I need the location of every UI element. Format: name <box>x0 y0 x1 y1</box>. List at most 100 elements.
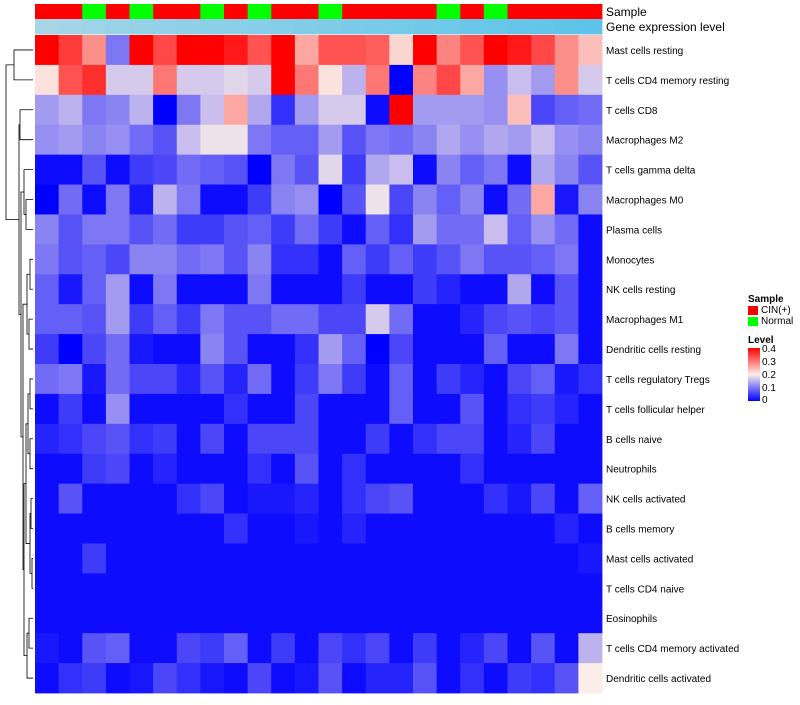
heatmap-cell <box>436 64 461 96</box>
heatmap-cell <box>247 423 272 455</box>
heatmap-cell <box>365 423 390 455</box>
heatmap-cell <box>365 124 390 156</box>
heatmap-cell <box>318 633 343 664</box>
heatmap-cell <box>176 393 201 425</box>
heatmap-cell <box>460 663 485 694</box>
heatmap-cell <box>507 543 532 574</box>
row-label: Macrophages M1 <box>606 315 684 326</box>
heatmap-cell <box>294 483 319 514</box>
heatmap-cell <box>294 244 319 275</box>
heatmap-cell <box>507 423 532 455</box>
heatmap-cell <box>342 603 367 634</box>
heatmap-cell <box>176 364 201 395</box>
level-colorbar <box>748 348 760 401</box>
heatmap-cell <box>531 184 556 215</box>
heatmap-cell <box>153 124 178 156</box>
heatmap-cell <box>105 184 130 215</box>
sample-annotation-cell <box>413 4 438 20</box>
heatmap-cell <box>318 64 343 96</box>
heatmap-cell <box>271 304 296 335</box>
heatmap-cell <box>460 154 485 185</box>
heatmap-cell <box>460 334 485 365</box>
heatmap-cell <box>413 663 438 694</box>
heatmap-cell <box>436 304 461 335</box>
heatmap-cell <box>483 154 508 185</box>
heatmap-cell <box>82 94 107 126</box>
heatmap-cell <box>578 124 603 156</box>
heatmap-cell <box>436 184 461 215</box>
heatmap-cell <box>153 513 178 544</box>
heatmap-cell <box>247 244 272 275</box>
heatmap-cell <box>554 573 579 604</box>
heatmap-cell <box>507 633 532 664</box>
heatmap-cell <box>413 304 438 335</box>
heatmap-cell <box>578 543 603 574</box>
heatmap-cell <box>342 364 367 395</box>
heatmap-cell <box>389 184 414 215</box>
heatmap-cell <box>294 663 319 694</box>
heatmap-cell <box>365 304 390 335</box>
heatmap-cell <box>58 184 83 215</box>
heatmap-cell <box>224 603 249 634</box>
heatmap-cell <box>342 184 367 215</box>
expression-annotation-cell <box>507 19 532 35</box>
heatmap-cell <box>82 633 107 664</box>
heatmap-cell <box>318 124 343 156</box>
heatmap-cell <box>271 244 296 275</box>
row-label: NK cells activated <box>606 495 685 506</box>
heatmap-cell <box>342 94 367 126</box>
heatmap-cell <box>507 513 532 544</box>
sample-annotation-cell <box>554 4 579 20</box>
expression-annotation-cell <box>200 19 225 35</box>
level-legend: Level 0.4 0.3 0.2 0.1 0 <box>748 335 776 406</box>
heatmap-cell <box>129 274 154 305</box>
heatmap-cell <box>82 35 107 66</box>
heatmap-cell <box>389 304 414 335</box>
heatmap-cell <box>82 573 107 604</box>
level-tick: 0.3 <box>762 357 776 368</box>
heatmap-cell <box>58 64 83 96</box>
heatmap-cell <box>342 543 367 574</box>
heatmap-cell <box>318 663 343 694</box>
heatmap-cell <box>436 244 461 275</box>
heatmap-cell <box>554 304 579 335</box>
heatmap-cell <box>105 483 130 514</box>
heatmap-cell <box>318 483 343 514</box>
heatmap-cell <box>105 244 130 275</box>
heatmap-cell <box>129 94 154 126</box>
heatmap-cell <box>129 633 154 664</box>
heatmap-cell <box>271 393 296 425</box>
heatmap-cell <box>247 453 272 485</box>
heatmap-cell <box>271 483 296 514</box>
row-label: T cells CD4 naive <box>606 584 685 595</box>
heatmap-cell <box>531 94 556 126</box>
heatmap-cell <box>460 633 485 664</box>
heatmap-cell <box>318 543 343 574</box>
heatmap-cell <box>460 184 485 215</box>
heatmap-cell <box>105 124 130 156</box>
heatmap-cell <box>389 274 414 305</box>
sample-annotation-cell <box>105 4 130 20</box>
heatmap-cell <box>82 543 107 574</box>
heatmap-cell <box>82 214 107 245</box>
heatmap-cell <box>82 513 107 544</box>
heatmap-cell <box>200 603 225 634</box>
heatmap-cell <box>35 124 60 156</box>
heatmap-cell <box>460 393 485 425</box>
expression-annotation-cell <box>82 19 107 35</box>
row-label: Macrophages M0 <box>606 196 684 207</box>
heatmap-cell <box>82 453 107 485</box>
heatmap-cell <box>554 124 579 156</box>
heatmap-cell <box>224 94 249 126</box>
heatmap-cell <box>271 663 296 694</box>
level-tick: 0 <box>762 395 768 406</box>
heatmap-cell <box>200 244 225 275</box>
heatmap-cell <box>318 154 343 185</box>
heatmap-cell <box>436 214 461 245</box>
heatmap-cell <box>129 244 154 275</box>
heatmap-cell <box>58 94 83 126</box>
heatmap-cell <box>389 393 414 425</box>
heatmap-cell <box>224 453 249 485</box>
heatmap-cell <box>247 274 272 305</box>
